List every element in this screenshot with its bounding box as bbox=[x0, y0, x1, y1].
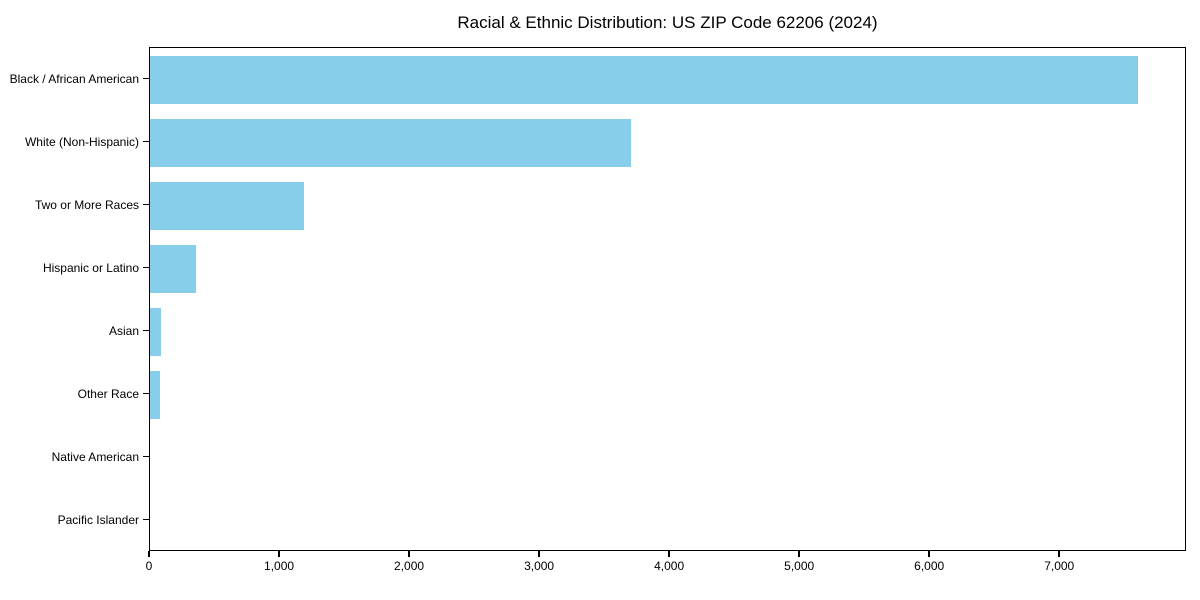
bar-row bbox=[150, 370, 1185, 419]
bar-two-or-more-races bbox=[150, 181, 305, 230]
y-tick-label: Two or More Races bbox=[34, 197, 139, 212]
x-tick-mark bbox=[928, 551, 930, 557]
x-tick-label: 5,000 bbox=[784, 559, 815, 573]
x-tick-label: 3,000 bbox=[524, 559, 555, 573]
bar-row bbox=[150, 118, 1185, 167]
x-tick-label: 4,000 bbox=[654, 559, 685, 573]
bar-asian bbox=[150, 307, 162, 356]
x-tick-label: 2,000 bbox=[394, 559, 425, 573]
x-tick-label: 6,000 bbox=[914, 559, 945, 573]
bar-black-african-american bbox=[150, 55, 1139, 104]
y-tick-mark bbox=[143, 77, 149, 80]
y-tick-label: Hispanic or Latino bbox=[42, 260, 139, 275]
bar-row bbox=[150, 244, 1185, 293]
y-tick-mark bbox=[143, 266, 149, 269]
bar-row bbox=[150, 181, 1185, 230]
x-tick-label: 1,000 bbox=[264, 559, 295, 573]
bar-other-race bbox=[150, 370, 161, 419]
bar-row bbox=[150, 55, 1185, 104]
y-tick-label: White (Non-Hispanic) bbox=[24, 134, 139, 149]
x-tick-label: 7,000 bbox=[1044, 559, 1075, 573]
bar-white-non-hispanic bbox=[150, 118, 632, 167]
x-tick-mark bbox=[408, 551, 410, 557]
y-tick-label: Other Race bbox=[77, 386, 139, 401]
x-tick-mark bbox=[538, 551, 540, 557]
y-tick-label: Pacific Islander bbox=[57, 512, 139, 527]
x-tick-mark bbox=[668, 551, 670, 557]
bar-row bbox=[150, 307, 1185, 356]
chart-title: Racial & Ethnic Distribution: US ZIP Cod… bbox=[457, 13, 878, 32]
x-tick-mark bbox=[148, 551, 150, 557]
y-tick-mark bbox=[143, 518, 149, 521]
plot-area bbox=[149, 47, 1186, 551]
x-tick-mark bbox=[278, 551, 280, 557]
y-tick-mark bbox=[143, 203, 149, 206]
y-tick-mark bbox=[143, 329, 149, 332]
bar-row bbox=[150, 497, 1185, 545]
y-tick-mark bbox=[143, 140, 149, 143]
y-tick-mark bbox=[143, 392, 149, 395]
y-tick-label: Native American bbox=[51, 449, 139, 464]
bar-hispanic-or-latino bbox=[150, 244, 197, 293]
x-tick-label: 0 bbox=[145, 559, 153, 573]
y-tick-label: Asian bbox=[108, 323, 139, 338]
y-tick-label: Black / African American bbox=[9, 71, 139, 86]
bar-row bbox=[150, 434, 1185, 482]
x-tick-mark bbox=[798, 551, 800, 557]
x-tick-mark bbox=[1058, 551, 1060, 557]
y-tick-mark bbox=[143, 455, 149, 458]
